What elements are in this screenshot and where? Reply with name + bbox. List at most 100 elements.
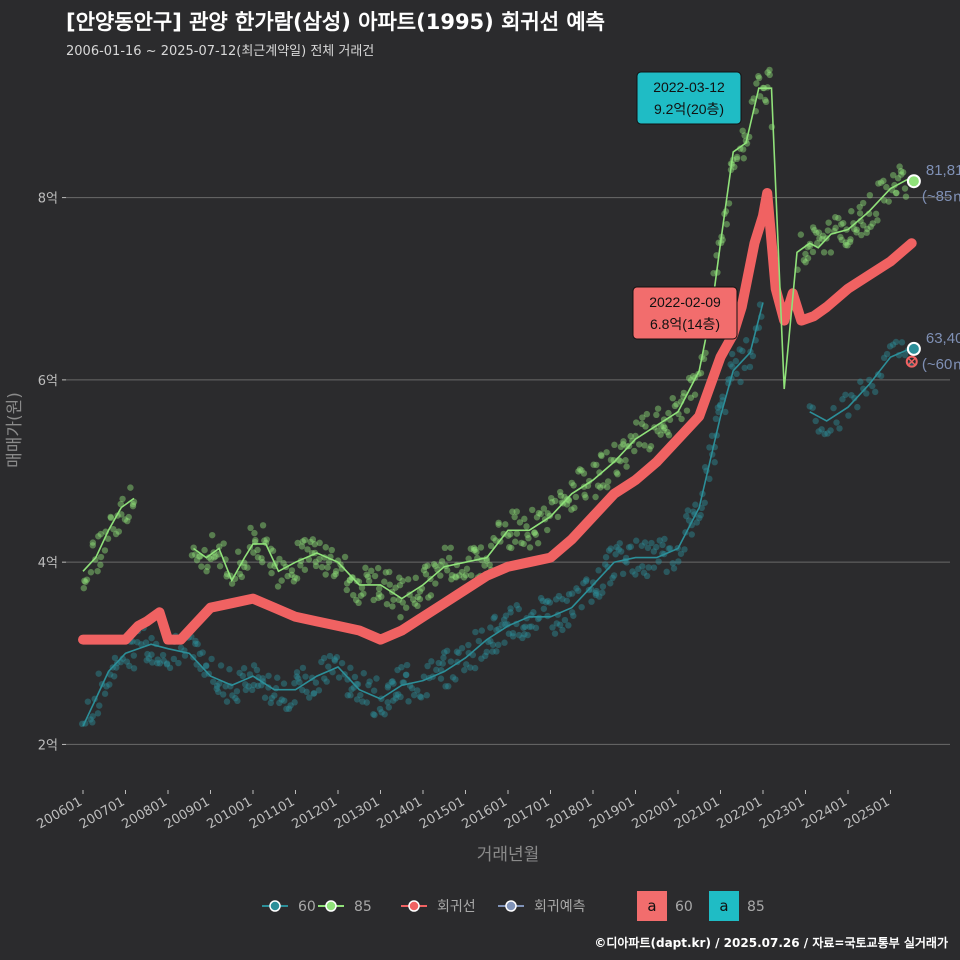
scatter-point-85 [119,495,126,503]
scatter-point-60 [552,596,560,603]
scatter-point-85 [374,564,382,572]
scatter-point-85 [554,513,562,521]
scatter-point-85 [378,593,385,600]
scatter-point-85 [850,220,857,227]
scatter-point-85 [762,98,770,106]
scatter-point-85 [368,567,375,575]
scatter-point-60 [645,564,652,571]
scatter-point-85 [97,530,104,538]
scatter-point-85 [832,214,839,221]
scatter-point-85 [399,599,406,606]
scatter-point-85 [309,536,317,543]
scatter-point-85 [572,493,580,501]
scatter-point-85 [414,593,422,601]
scatter-point-85 [594,482,602,489]
scatter-point-85 [513,508,520,515]
series-line-60 [82,302,764,727]
y-tick-label: 4억 [38,556,58,571]
scatter-point-85 [280,559,287,567]
scatter-point-85 [358,584,366,591]
scatter-point-60 [665,545,672,552]
scatter-point-85 [318,563,326,571]
scatter-point-60 [736,346,743,353]
scatter-point-60 [509,629,517,637]
scatter-point-85 [761,96,769,104]
scatter-point-60 [659,541,666,549]
scatter-point-85 [238,573,246,581]
scatter-point-85 [894,175,902,182]
scatter-point-85 [107,514,115,522]
scatter-point-85 [412,574,419,582]
scatter-point-85 [885,198,892,205]
scatter-point-85 [258,555,265,562]
scatter-point-60 [502,612,510,619]
scatter-point-60 [366,678,373,685]
scatter-point-85 [523,523,530,530]
scatter-point-60 [445,683,452,690]
scatter-point-60 [809,404,816,411]
scatter-point-85 [477,544,485,551]
scatter-point-60 [196,650,204,658]
scatter-point-60 [213,685,220,692]
scatter-point-60 [261,694,269,701]
y-tick-label: 8억 [38,192,58,207]
x-tick-label: 202201 [715,794,765,832]
scatter-point-60 [111,673,118,680]
scatter-point-85 [620,438,627,445]
scatter-point-60 [293,669,301,676]
scatter-point-60 [623,559,630,566]
x-axis: 2006012007012008012009012010012011012012… [35,790,893,832]
scatter-point-60 [149,659,156,666]
scatter-point-60 [344,692,351,699]
scatter-point-85 [298,543,306,550]
x-tick-label: 202501 [842,794,892,832]
scatter-point-85 [322,544,329,551]
scatter-point-85 [291,574,298,581]
scatter-point-60 [549,624,556,631]
scatter-point-85 [204,563,211,571]
x-tick-label: 200701 [77,794,127,832]
scatter-point-60 [384,682,392,689]
scatter-point-60 [248,686,256,694]
scatter-point-85 [95,533,102,540]
scatter-point-60 [537,594,545,602]
series-line-85-early [82,497,135,572]
scatter-point-60 [259,675,266,682]
scatter-point-60 [388,678,395,686]
scatter-point-60 [443,647,451,655]
scatter-point-85 [124,517,131,525]
scatter-point-60 [596,593,603,600]
scatter-point-60 [294,675,302,682]
scatter-point-60 [156,660,164,667]
scatter-point-60 [615,546,622,553]
scatter-point-60 [656,537,663,544]
x-tick-label: 201201 [290,794,340,832]
scatter-point-60 [505,630,513,637]
scatter-point-60 [126,662,133,670]
scatter-point-60 [655,558,662,565]
scatter-point-85 [824,227,832,234]
scatter-point-60 [493,648,500,655]
scatter-point-85 [657,431,664,438]
scatter-point-60 [310,690,317,697]
scatter-point-85 [739,127,746,134]
legend-key-letter: a [719,897,728,915]
scatter-point-60 [712,415,720,423]
scatter-point-60 [452,676,459,683]
scatter-point-85 [414,602,421,610]
legend-label: 회귀선 [437,899,476,915]
scatter-point-85 [764,84,771,91]
scatter-point-60 [94,710,102,717]
scatter-point-85 [507,531,514,538]
scatter-point-60 [568,609,576,616]
scatter-point-60 [276,699,283,707]
scatter-point-85 [396,574,403,581]
scatter-point-85 [863,229,870,236]
scatter-point-85 [343,580,351,587]
scatter-point-60 [520,624,527,631]
scatter-point-60 [471,664,479,672]
scatter-point-60 [610,572,618,579]
scatter-point-85 [495,521,502,528]
scatter-point-60 [898,339,906,346]
x-tick-label: 200601 [35,794,85,832]
